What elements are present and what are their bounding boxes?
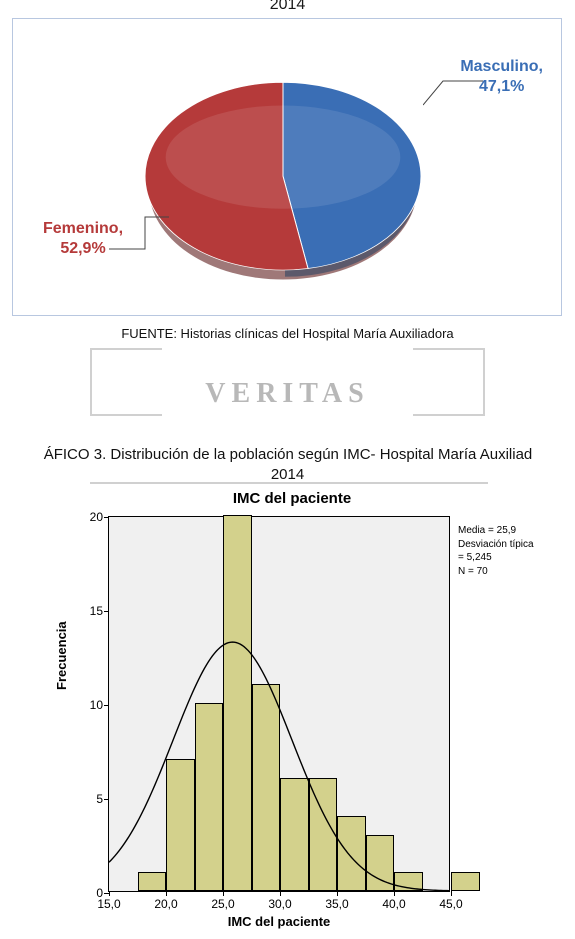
watermark-veritas: VERITAS [0,378,575,410]
histogram-bar [138,872,167,891]
histogram-bar [451,872,480,891]
pie-label-femenino: Femenino, 52,9% [43,219,123,259]
histogram-bar [309,778,338,891]
histogram-stats: Media = 25,9 Desviación típica = 5,245 N… [458,524,538,578]
histogram-bar [337,816,366,891]
xtick-label: 35,0 [325,897,348,911]
xtick-label: 30,0 [268,897,291,911]
source-caption: FUENTE: Historias clínicas del Hospital … [0,326,575,341]
top-year-label: 2014 [0,0,575,14]
histogram-plot-area: 0510152015,020,025,030,035,040,045,0 [108,516,450,892]
histogram-title: IMC del paciente [46,490,538,507]
xtick-label: 40,0 [382,897,405,911]
pie-chart-card: Masculino, 47,1% Femenino, 52,9% [12,18,562,316]
stats-media: Media = 25,9 [458,524,538,538]
xtick-label: 45,0 [439,897,462,911]
pie-svg [143,81,423,271]
histogram-xlabel: IMC del paciente [108,914,450,929]
histogram-container: IMC del paciente Frecuencia 0510152015,0… [46,490,538,938]
histogram-bar [366,835,395,891]
pie-label-femenino-line1: Femenino, [43,220,123,237]
histogram-bar [166,759,195,891]
histogram-bar [195,703,224,891]
grafico3-year: 2014 [0,466,575,483]
histogram-bar [394,872,423,891]
pie-label-masculino-line2: 47,1% [479,78,524,95]
pie-label-femenino-line2: 52,9% [60,240,105,257]
histogram-bar [252,684,281,891]
xtick-label: 15,0 [97,897,120,911]
histogram-bar [280,778,309,891]
histogram-bars [109,517,449,891]
histogram-ylabel: Frecuencia [54,621,69,690]
pie-label-masculino-line1: Masculino, [460,58,543,75]
stats-sd: Desviación típica = 5,245 [458,538,538,565]
histogram-bar [223,515,252,891]
xtick-label: 25,0 [211,897,234,911]
pie-3d [143,81,423,217]
xtick-label: 20,0 [154,897,177,911]
grafico3-title: ÁFICO 3. Distribución de la población se… [0,446,575,463]
stats-n: N = 70 [458,565,538,579]
pie-label-masculino: Masculino, 47,1% [460,57,543,97]
